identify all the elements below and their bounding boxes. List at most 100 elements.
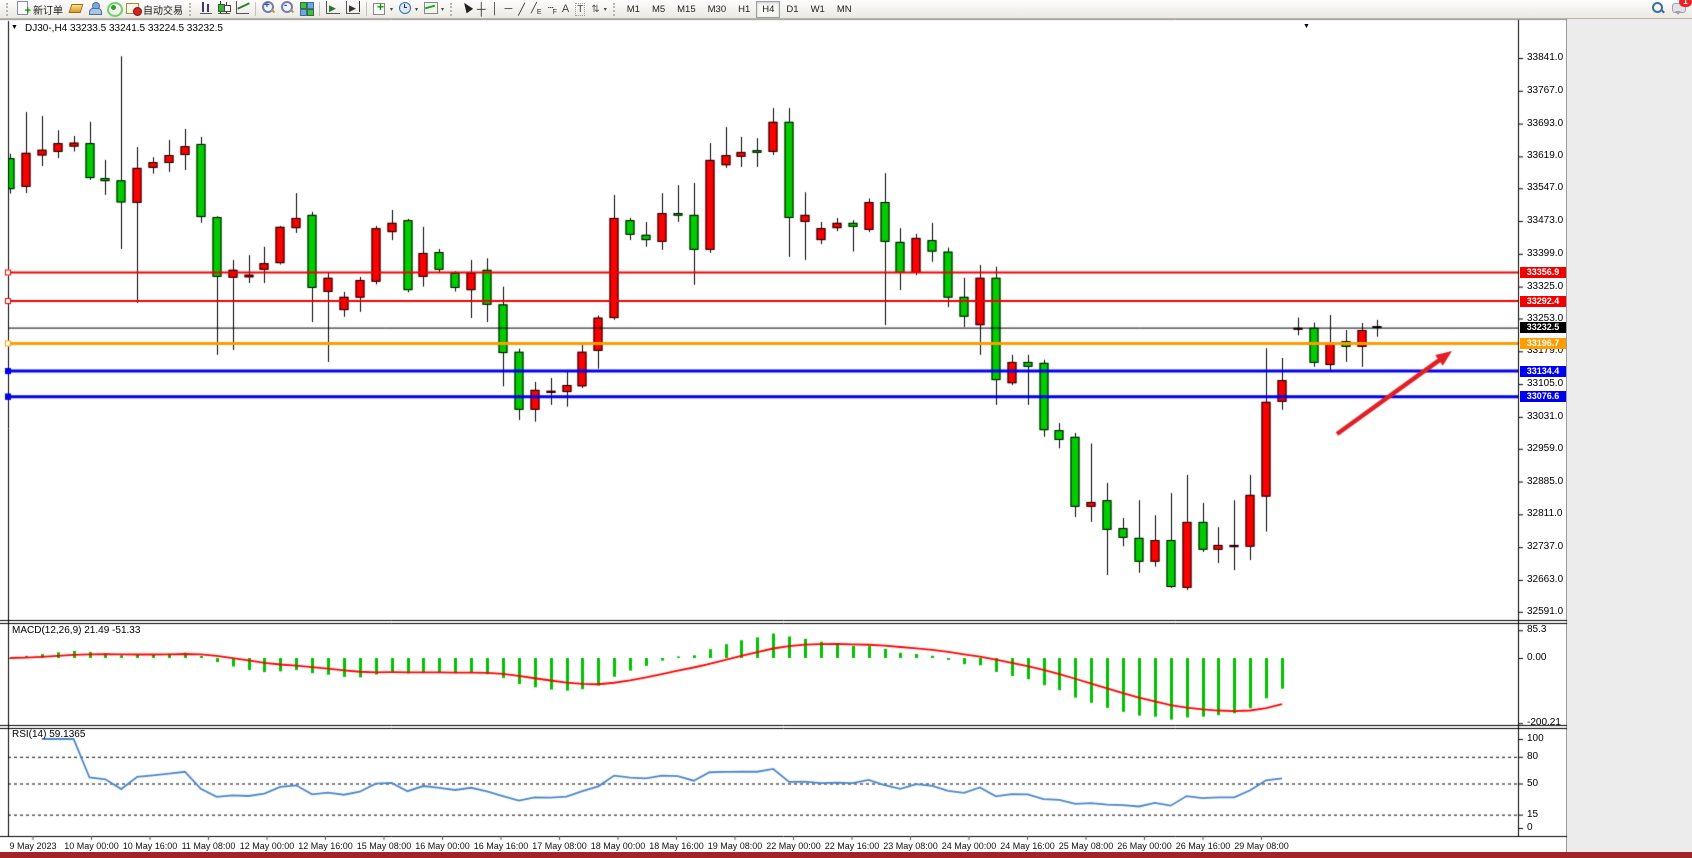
tile-windows-button[interactable] <box>297 1 316 18</box>
crosshair-icon: ┼ <box>477 1 486 16</box>
toolbar-grip[interactable] <box>450 2 455 16</box>
timeframe-m5-button[interactable]: M5 <box>651 3 666 15</box>
timeframe-m15-button[interactable]: M15 <box>677 3 696 15</box>
time-axis-label: 26 May 00:00 <box>1117 841 1172 851</box>
equidistant-channel-icon: ╱E <box>530 2 542 16</box>
time-axis-label: 26 May 16:00 <box>1175 841 1231 851</box>
templates-button[interactable]: ▾ <box>421 1 447 18</box>
y-axis-tick-label: 33547.0 <box>1527 182 1564 194</box>
price-line-chip-33356.9[interactable]: 33356.9 <box>1520 266 1566 278</box>
timeframe-m1-button[interactable]: M1 <box>626 3 640 15</box>
candlestick-chart-button[interactable] <box>215 1 233 18</box>
y-axis-tick-label: 32591.0 <box>1527 605 1564 617</box>
price-line-chip-33134.4[interactable]: 33134.4 <box>1520 365 1566 377</box>
text-icon: A <box>561 3 570 15</box>
equidistant-channel-button[interactable]: ╱E <box>528 1 545 18</box>
tile-windows-icon <box>300 1 314 17</box>
rsi-axis-tick-label: 50 <box>1527 777 1539 789</box>
chart-objects-caret-icon[interactable]: ▼ <box>11 24 18 31</box>
price-line-chip-33292.4[interactable]: 33292.4 <box>1520 295 1566 307</box>
rsi-label: RSI(14) 59.1365 <box>12 729 86 740</box>
timeframe-m30-button[interactable]: M30 <box>707 3 727 15</box>
toolbar-grip[interactable] <box>6 2 11 16</box>
y-axis-tick-label: 33253.0 <box>1527 312 1564 324</box>
metaeditor-button[interactable] <box>66 1 85 18</box>
y-axis-tick-label: 33325.0 <box>1527 280 1564 292</box>
trendline-button[interactable]: ╱ <box>515 1 528 18</box>
time-axis-label: 17 May 08:00 <box>532 841 587 851</box>
zoom-out-icon: - <box>281 0 295 17</box>
rsi-axis-tick-label: 0 <box>1527 822 1533 833</box>
time-axis-label: 12 May 16:00 <box>298 841 353 851</box>
y-axis-tick-label: 32885.0 <box>1527 475 1564 487</box>
price-line-chip-33076.6[interactable]: 33076.6 <box>1520 391 1566 403</box>
indicators-button[interactable]: + ▾ <box>370 0 396 18</box>
time-axis-label: 16 May 00:00 <box>415 841 470 851</box>
templates-icon <box>424 2 439 16</box>
main-toolbar: + 新订单 自动交易 + - ▶ ▶ + ▾ ▾ ▾ ┼ │ ─ ╱ ╱E ┄F A T ⇅ ▾ M1 M5 M15 M30 H1… <box>0 0 1692 19</box>
price-line-chip-33196.7[interactable]: 33196.7 <box>1520 337 1566 349</box>
arrows-icon: ⇅ <box>591 3 600 15</box>
timeframe-h4-button[interactable]: H4 <box>756 0 781 18</box>
text-label-icon: T <box>575 2 586 16</box>
chart-shift-icon: ▶ <box>346 1 360 17</box>
community-button[interactable] <box>85 1 104 18</box>
time-axis-label: 18 May 16:00 <box>649 841 704 851</box>
new-order-label: 新订单 <box>33 5 63 17</box>
time-axis-label: 19 May 08:00 <box>707 841 763 851</box>
horizontal-line-button[interactable]: ─ <box>501 1 515 18</box>
toolbar-separator <box>366 2 367 16</box>
bar-chart-icon <box>200 1 212 17</box>
macd-label: MACD(12,26,9) 21.49 -51.33 <box>12 625 141 636</box>
time-axis-label: 29 May 08:00 <box>1234 841 1289 851</box>
rsi-axis-tick-label: 15 <box>1527 808 1539 820</box>
chart-shift-button[interactable]: ▶ <box>343 1 363 18</box>
arrows-button[interactable]: ⇅ ▾ <box>588 1 609 18</box>
indicators-caret-icon: ▾ <box>390 6 394 13</box>
line-chart-button[interactable] <box>233 1 252 18</box>
new-order-button[interactable]: + 新订单 <box>14 1 66 18</box>
timeframe-d1-button[interactable]: D1 <box>786 3 799 15</box>
crosshair-button[interactable]: ┼ <box>474 1 489 18</box>
fibonacci-button[interactable]: ┄F <box>545 1 559 18</box>
time-axis-label: 24 May 16:00 <box>1000 841 1055 851</box>
bar-chart-button[interactable] <box>197 1 215 18</box>
time-axis-label: 25 May 08:00 <box>1058 841 1114 851</box>
vertical-line-button[interactable]: │ <box>489 1 502 18</box>
y-axis-tick-label: 33767.0 <box>1527 84 1564 96</box>
time-axis-label: 10 May 00:00 <box>64 841 119 851</box>
toolbar-grip[interactable] <box>189 2 194 16</box>
candlestick-chart-icon <box>218 1 231 17</box>
signals-button[interactable] <box>104 1 123 18</box>
horizontal-line-icon: ─ <box>504 3 513 15</box>
periods-button[interactable]: ▾ <box>396 1 421 18</box>
chart-shift-marker-icon[interactable]: ▼ <box>1303 23 1310 30</box>
search-button[interactable] <box>1651 1 1665 19</box>
timeframe-mn-button[interactable]: MN <box>836 3 852 15</box>
time-axis-label: 9 May 2023 <box>9 841 57 851</box>
arrows-caret-icon: ▾ <box>603 6 607 13</box>
zoom-out-button[interactable]: - <box>278 0 297 18</box>
text-label-button[interactable]: T <box>572 1 588 18</box>
text-button[interactable]: A <box>559 1 572 18</box>
bottom-status-strip <box>0 852 1692 858</box>
cursor-button[interactable] <box>458 0 474 18</box>
time-axis-label: 15 May 08:00 <box>356 841 412 851</box>
new-order-icon: + <box>17 1 31 17</box>
zoom-in-button[interactable]: + <box>259 0 278 18</box>
rsi-axis-tick-label: 80 <box>1527 750 1539 762</box>
time-axis-label: 23 May 08:00 <box>883 841 938 851</box>
timeframe-w1-button[interactable]: W1 <box>810 3 825 15</box>
indicators-icon: + <box>373 0 386 17</box>
time-axis-label: 22 May 00:00 <box>766 841 821 851</box>
autotrading-button[interactable]: 自动交易 <box>123 1 186 18</box>
toolbar-grip[interactable] <box>612 2 618 16</box>
price-line-chip-33232.5[interactable]: 33232.5 <box>1520 322 1566 334</box>
chat-button[interactable]: 1 <box>1672 0 1692 19</box>
timeframe-h1-button[interactable]: H1 <box>738 3 751 15</box>
toolbar-separator <box>319 2 320 16</box>
auto-scroll-button[interactable]: ▶ <box>323 1 343 18</box>
community-icon <box>88 1 102 17</box>
